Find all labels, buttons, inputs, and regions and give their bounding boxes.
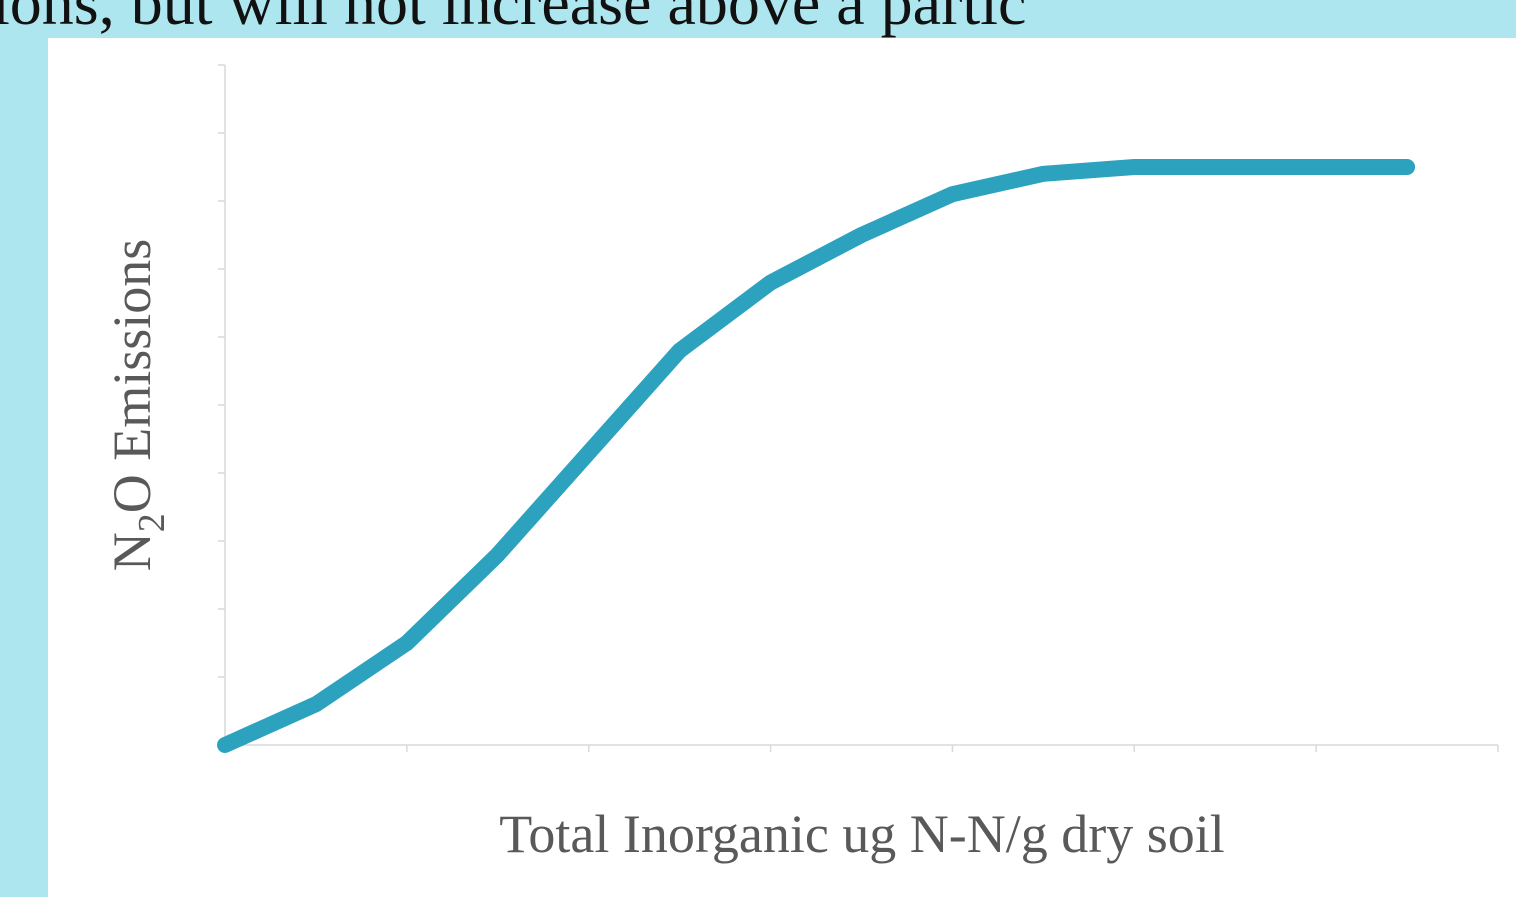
y-label-part: N <box>102 532 162 571</box>
x-axis-label: Total Inorganic ug N-N/g dry soil <box>499 804 1225 864</box>
plot-area <box>217 64 1499 753</box>
chart-panel <box>48 38 1516 897</box>
y-label-part: O Emissions <box>102 239 162 514</box>
y-axis-label: N2O Emissions <box>102 239 173 572</box>
y-label-subscript: 2 <box>131 513 173 532</box>
heading: ions, but will not increase above a part… <box>0 0 1026 38</box>
data-line <box>217 159 1416 753</box>
